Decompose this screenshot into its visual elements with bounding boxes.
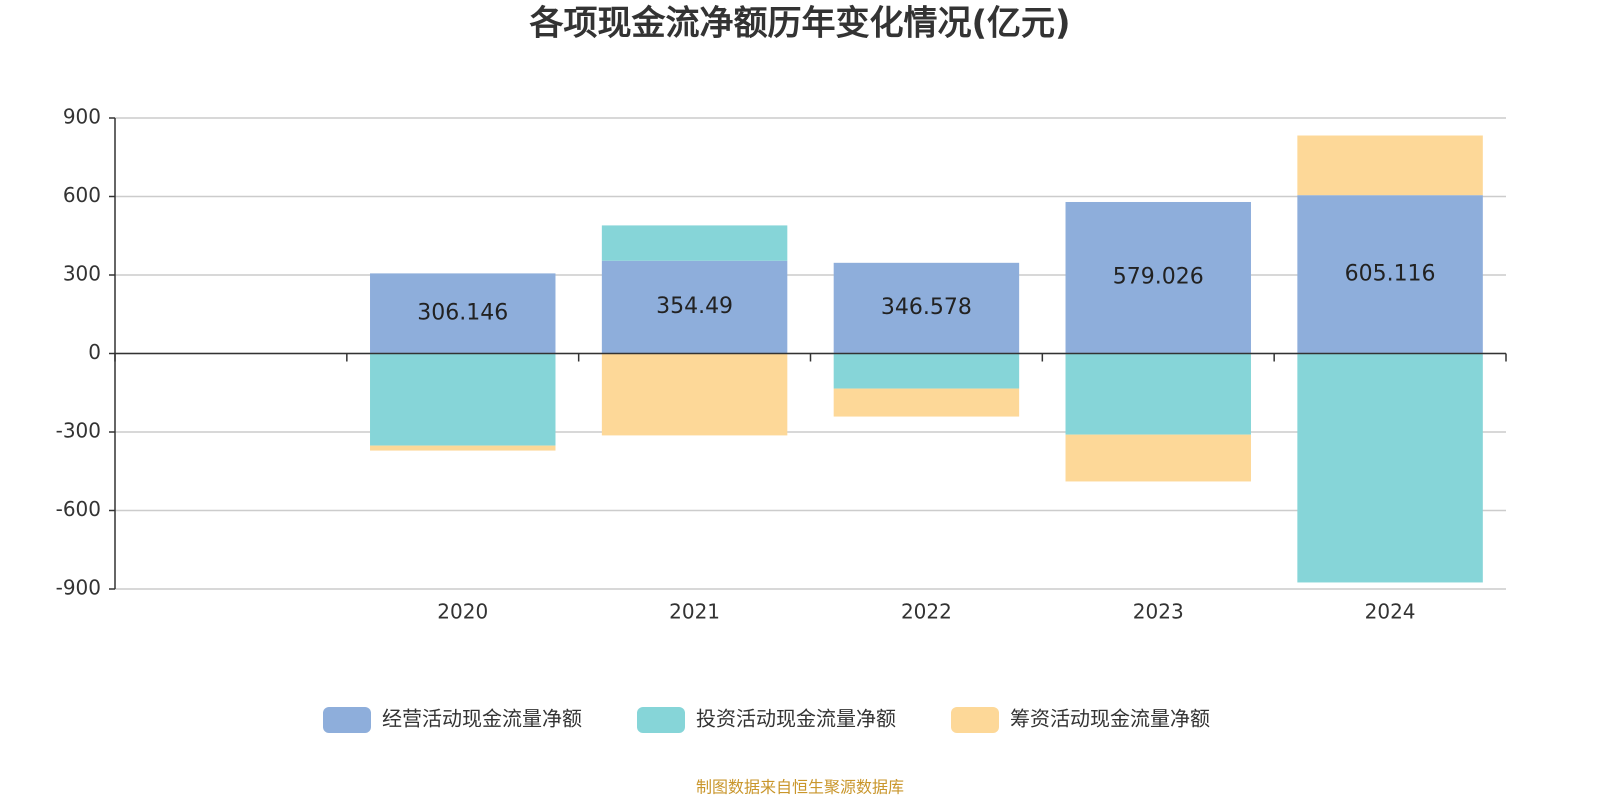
bar	[370, 353, 556, 446]
legend-label: 投资活动现金流量净额	[696, 707, 896, 731]
bar	[370, 273, 556, 354]
bar	[370, 445, 556, 451]
bar	[833, 388, 1020, 417]
bar	[1297, 353, 1483, 583]
data-label: 579.026	[1113, 265, 1204, 290]
data-label: 346.578	[881, 295, 972, 320]
legend-label: 经营活动现金流量净额	[382, 707, 582, 731]
y-tick-label: -900	[56, 576, 101, 600]
data-label: 605.116	[1345, 261, 1436, 286]
y-tick-label: 900	[63, 105, 101, 129]
x-tick-label: 2024	[1365, 600, 1416, 624]
chart-title: 各项现金流净额历年变化情况(亿元)	[529, 4, 1070, 44]
legend-swatch	[323, 707, 371, 733]
data-label: 354.49	[656, 294, 733, 319]
bar	[833, 262, 1020, 354]
bar	[1065, 353, 1251, 435]
legend-swatch	[637, 707, 685, 733]
x-tick-label: 2023	[1133, 600, 1184, 624]
y-tick-label: 300	[63, 262, 101, 286]
bar	[1297, 195, 1483, 354]
legend-label: 筹资活动现金流量净额	[1010, 707, 1210, 731]
y-tick-label: 600	[63, 183, 101, 207]
bar	[601, 353, 788, 436]
bar	[1065, 434, 1251, 482]
bar	[601, 225, 788, 261]
bar	[833, 353, 1020, 389]
data-label: 306.146	[417, 300, 508, 325]
bar	[601, 260, 788, 354]
x-tick-label: 2020	[437, 600, 488, 624]
bar	[1065, 201, 1251, 354]
x-tick-label: 2022	[901, 600, 952, 624]
y-tick-label: 0	[88, 340, 101, 364]
source-note: 制图数据来自恒生聚源数据库	[696, 778, 904, 797]
legend-swatch	[951, 707, 999, 733]
y-tick-label: -600	[56, 497, 101, 521]
x-tick-label: 2021	[669, 600, 720, 624]
bar	[1297, 135, 1483, 196]
y-tick-label: -300	[56, 419, 101, 443]
